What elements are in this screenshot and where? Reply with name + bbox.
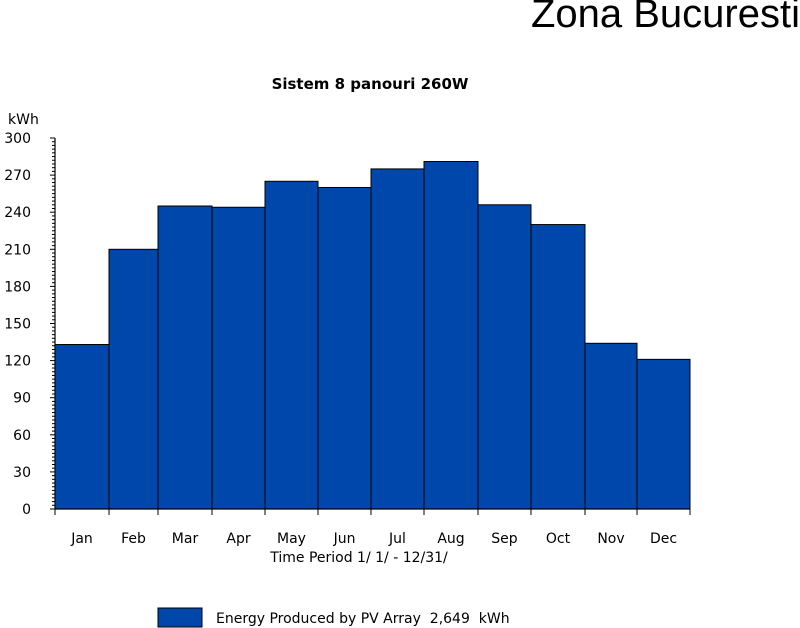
x-tick-label: Aug: [437, 531, 464, 547]
bar-may: [264, 180, 319, 510]
bar-nov: [584, 342, 638, 510]
x-tick-label: Mar: [172, 531, 199, 547]
x-tick-label: Nov: [597, 531, 624, 547]
y-tick-label: 150: [4, 317, 31, 333]
legend-label: Energy Produced by PV Array 2,649 kWh: [216, 611, 510, 627]
bar-dec: [636, 358, 691, 510]
bars: [54, 160, 691, 510]
x-tick-label: Feb: [121, 531, 146, 547]
y-axis-label: kWh: [8, 112, 39, 128]
x-axis-label: Time Period 1/ 1/ - 12/31/: [269, 550, 448, 566]
y-tick-label: 90: [13, 391, 31, 407]
y-tick-label: 270: [4, 168, 31, 184]
bar-jun: [317, 186, 372, 510]
bar-aug: [423, 160, 479, 510]
bar-jul: [370, 168, 425, 510]
x-tick-label: May: [277, 531, 306, 547]
x-tick-label: Dec: [650, 531, 677, 547]
x-tick-label: Sep: [491, 531, 518, 547]
legend-swatch: [157, 607, 203, 628]
bar-sep: [477, 204, 532, 510]
y-tick-label: 60: [13, 428, 31, 444]
bar-jan: [54, 344, 110, 510]
bar-feb: [108, 248, 159, 510]
page-title: Zona Bucuresti: [530, 0, 800, 36]
y-tick-label: 30: [13, 465, 31, 481]
bar-mar: [157, 205, 213, 510]
x-tick-label: Jul: [388, 531, 406, 547]
y-tick-label: 210: [4, 242, 31, 258]
y-tick-label: 240: [4, 205, 31, 221]
y-axis: 0 30 60 90 120 150 180 210 240 270 300: [4, 131, 56, 518]
chart-title: Sistem 8 panouri 260W: [272, 75, 469, 93]
bar-apr: [211, 206, 266, 510]
x-tick-label: Jun: [333, 531, 356, 547]
bar-oct: [530, 224, 586, 510]
x-tick-label: Apr: [226, 531, 250, 547]
x-tick-label: Oct: [546, 531, 571, 547]
x-tick-label: Jan: [70, 531, 93, 547]
y-tick-label: 120: [4, 354, 31, 370]
x-axis: Jan Feb Mar Apr May Jun Jul Aug Sep Oct Nov Dec: [54, 508, 691, 547]
y-tick-label: 0: [22, 502, 31, 518]
y-tick-label: 300: [4, 131, 31, 147]
y-tick-label: 180: [4, 279, 31, 295]
